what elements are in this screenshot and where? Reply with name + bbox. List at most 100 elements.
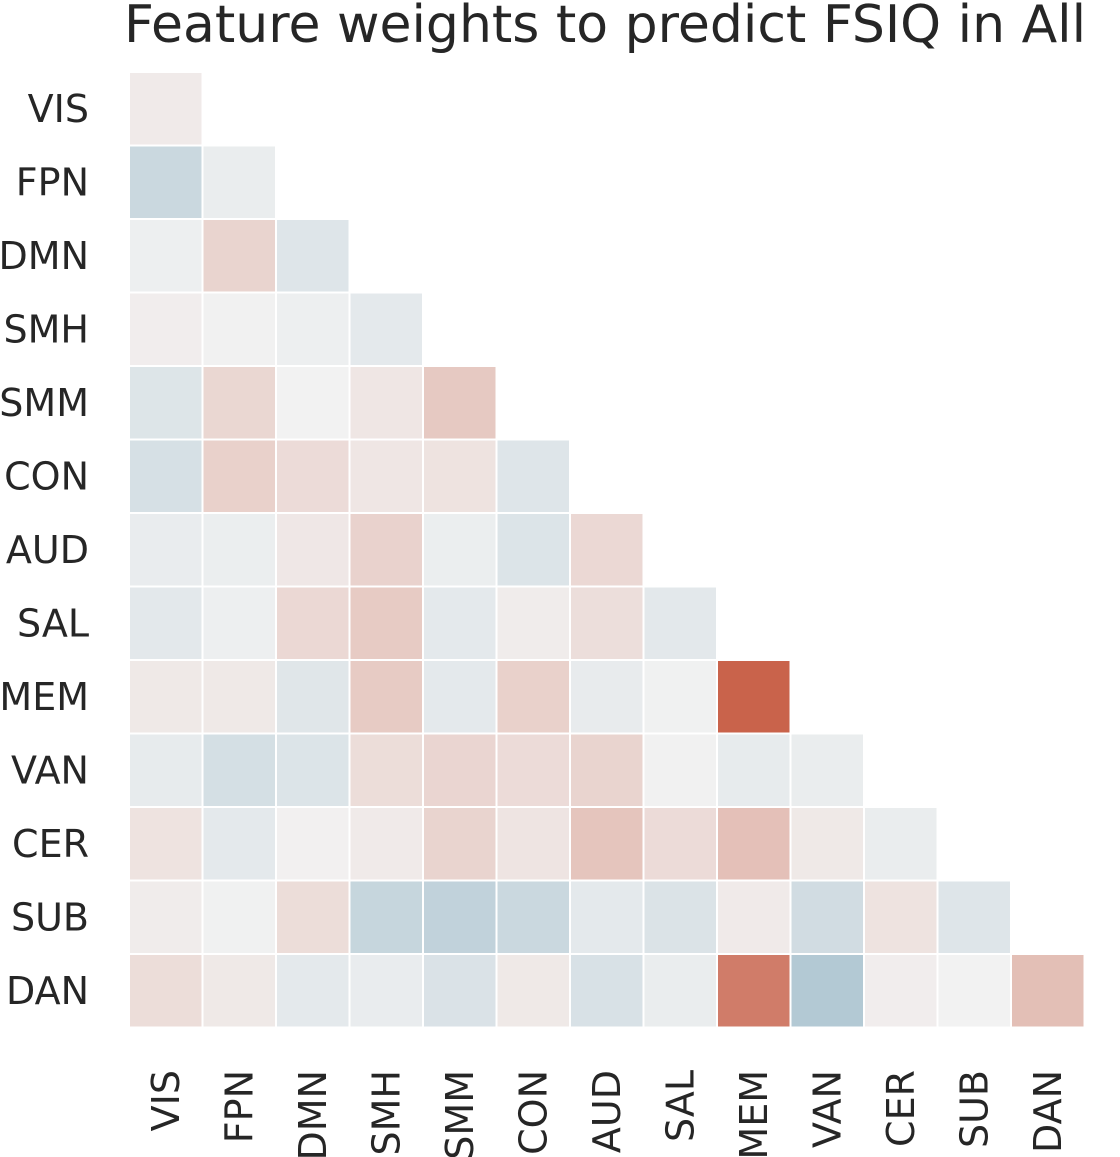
heatmap-cell-dan-smh [350, 955, 422, 1027]
heatmap-cell-sal-vis [130, 587, 202, 659]
heatmap-cell-cer-fpn [203, 808, 275, 880]
heatmap-cell-smm-smm [424, 367, 496, 439]
heatmap-cell-dan-cer [865, 955, 937, 1027]
column-label-dan: DAN [1026, 1070, 1070, 1153]
column-label-aud: AUD [585, 1070, 629, 1153]
heatmap-cell-van-fpn [203, 734, 275, 806]
heatmap-cell-dmn-fpn [203, 220, 275, 292]
heatmap-cell-sal-smh [350, 587, 422, 659]
heatmap-cell-sub-vis [130, 881, 202, 953]
heatmap-cell-sub-smh [350, 881, 422, 953]
heatmap-cell-van-vis [130, 734, 202, 806]
column-tick-labels: VIS FPN DMN SMH SMM CON AUD SAL MEM VAN CER SUB DAN [144, 1070, 1070, 1157]
heatmap-cell-dan-van [791, 955, 863, 1027]
heatmap-cell-con-dmn [277, 440, 349, 512]
heatmap-cell-van-smh [350, 734, 422, 806]
heatmap-cell-cer-sal [644, 808, 716, 880]
row-label-fpn: FPN [16, 160, 89, 204]
row-tick-labels: VIS FPN DMN SMH SMM CON AUD SAL MEM VAN CER SUB DAN [0, 87, 89, 1013]
heatmap-cell-mem-con [497, 661, 569, 733]
heatmap-cell-dan-dmn [277, 955, 349, 1027]
heatmap-cell-cer-cer [865, 808, 937, 880]
heatmap-cell-fpn-fpn [203, 146, 275, 218]
heatmap-cell-dan-dan [1012, 955, 1084, 1027]
heatmap-cell-smm-fpn [203, 367, 275, 439]
row-label-aud: AUD [6, 528, 89, 572]
heatmap-cell-dan-smm [424, 955, 496, 1027]
heatmap-cell-smh-fpn [203, 293, 275, 365]
heatmap-cell-sub-van [791, 881, 863, 953]
heatmap-cell-dan-mem [718, 955, 790, 1027]
row-label-sal: SAL [17, 601, 89, 645]
heatmap-cell-sub-smm [424, 881, 496, 953]
row-label-dan: DAN [6, 969, 89, 1013]
heatmap-cell-sub-fpn [203, 881, 275, 953]
heatmap-cell-dan-vis [130, 955, 202, 1027]
heatmap-cell-cer-dmn [277, 808, 349, 880]
heatmap-cell-cer-van [791, 808, 863, 880]
heatmap-cell-van-smm [424, 734, 496, 806]
heatmap-cell-sal-dmn [277, 587, 349, 659]
heatmap-cell-con-smm [424, 440, 496, 512]
heatmap-cell-van-sal [644, 734, 716, 806]
heatmap-cell-mem-dmn [277, 661, 349, 733]
row-label-vis: VIS [28, 87, 89, 131]
heatmap-cell-dan-sub [938, 955, 1010, 1027]
column-label-mem: MEM [732, 1070, 776, 1157]
heatmap-cell-vis-vis [130, 73, 202, 145]
heatmap-cell-mem-sal [644, 661, 716, 733]
heatmap-cell-smm-dmn [277, 367, 349, 439]
column-label-van: VAN [805, 1070, 849, 1148]
heatmap-cell-mem-mem [718, 661, 790, 733]
column-label-vis: VIS [144, 1070, 188, 1131]
heatmap-cell-mem-fpn [203, 661, 275, 733]
heatmap-cell-dmn-dmn [277, 220, 349, 292]
heatmap-cell-cer-vis [130, 808, 202, 880]
row-label-dmn: DMN [0, 234, 89, 278]
heatmap-cell-mem-smh [350, 661, 422, 733]
heatmap-cell-smh-vis [130, 293, 202, 365]
heatmap-cell-sub-sal [644, 881, 716, 953]
column-label-smm: SMM [438, 1070, 482, 1157]
heatmap-cell-sal-aud [571, 587, 643, 659]
heatmap-cell-aud-dmn [277, 514, 349, 586]
row-label-cer: CER [12, 822, 89, 866]
heatmap-cell-cer-mem [718, 808, 790, 880]
column-label-fpn: FPN [217, 1070, 261, 1143]
heatmap-cell-dan-sal [644, 955, 716, 1027]
column-label-smh: SMH [364, 1070, 408, 1155]
heatmap-cell-sub-mem [718, 881, 790, 953]
row-label-smh: SMH [4, 307, 89, 351]
column-label-con: CON [511, 1070, 555, 1155]
heatmap-cell-con-vis [130, 440, 202, 512]
heatmap-cell-smh-dmn [277, 293, 349, 365]
heatmap-cell-smm-smh [350, 367, 422, 439]
heatmap-cell-sub-aud [571, 881, 643, 953]
heatmap-cell-cer-smh [350, 808, 422, 880]
column-label-cer: CER [879, 1070, 923, 1147]
heatmap-cell-cer-aud [571, 808, 643, 880]
heatmap-cell-aud-smm [424, 514, 496, 586]
heatmap-cell-sal-con [497, 587, 569, 659]
heatmap-cell-cer-con [497, 808, 569, 880]
column-label-sub: SUB [952, 1070, 996, 1148]
heatmap-cell-aud-smh [350, 514, 422, 586]
row-label-smm: SMM [0, 381, 89, 425]
row-label-mem: MEM [0, 675, 89, 719]
heatmap-cell-van-aud [571, 734, 643, 806]
chart-title: Feature weights to predict FSIQ in All [124, 0, 1086, 55]
heatmap-cells [130, 73, 1084, 1027]
heatmap-cell-aud-con [497, 514, 569, 586]
heatmap-cell-smm-vis [130, 367, 202, 439]
heatmap-cell-sub-cer [865, 881, 937, 953]
heatmap-cell-van-van [791, 734, 863, 806]
heatmap-cell-mem-vis [130, 661, 202, 733]
heatmap-cell-sal-sal [644, 587, 716, 659]
heatmap-cell-sal-fpn [203, 587, 275, 659]
heatmap-cell-smh-smh [350, 293, 422, 365]
heatmap-cell-van-con [497, 734, 569, 806]
heatmap-cell-dan-con [497, 955, 569, 1027]
column-label-sal: SAL [658, 1070, 702, 1142]
heatmap-cell-con-con [497, 440, 569, 512]
